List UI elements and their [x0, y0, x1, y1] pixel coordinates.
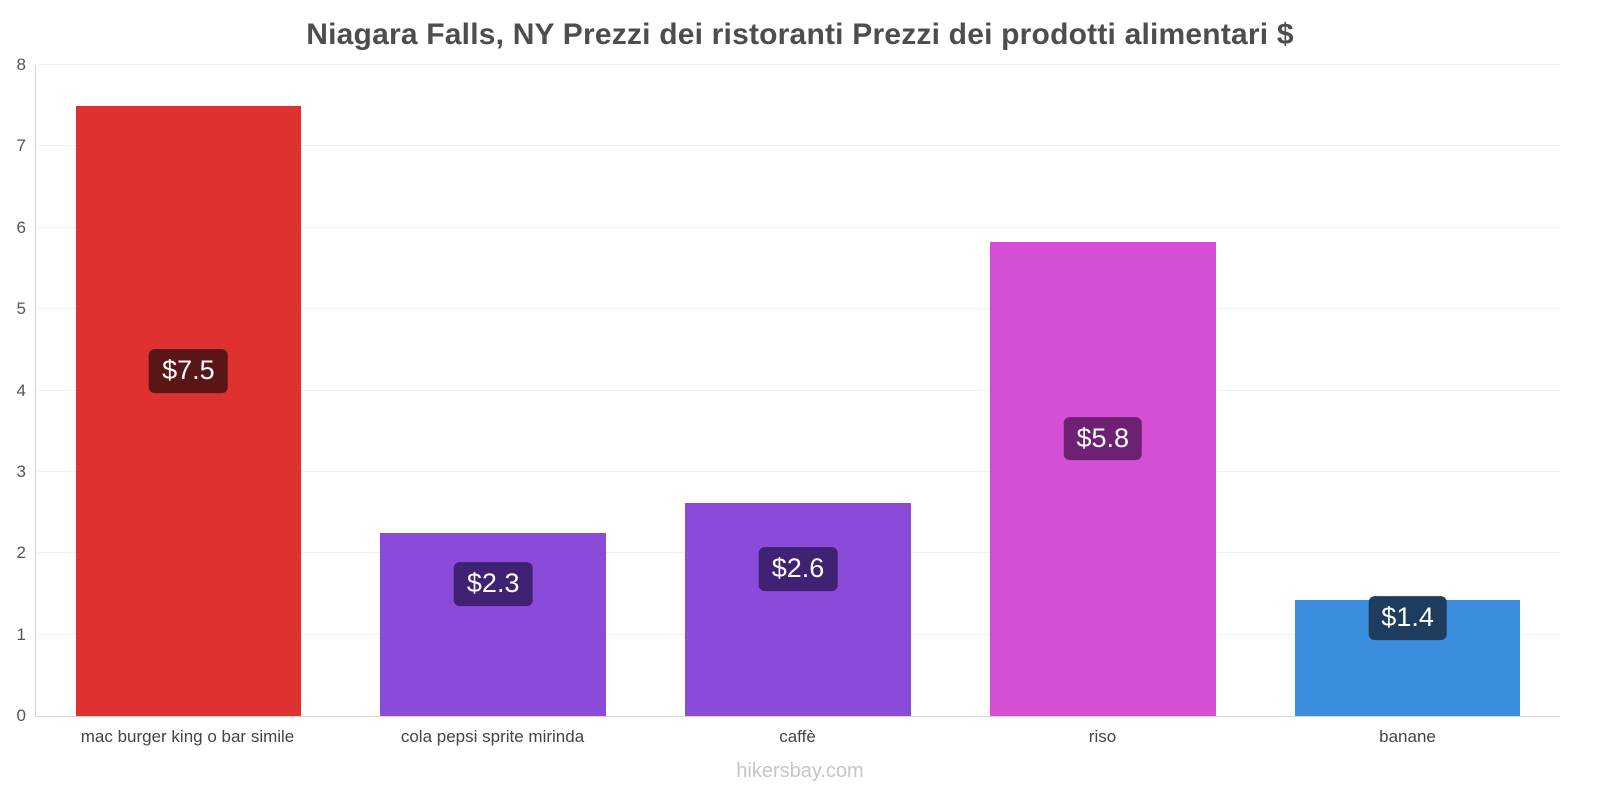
x-category-label: mac burger king o bar simile: [80, 727, 295, 746]
bar-riso: $5.8: [990, 241, 1216, 716]
y-tick-label: 0: [16, 706, 26, 725]
bar-mac-burger-king-o-bar-simile: $7.5: [75, 105, 302, 716]
bar-value-badge: $1.4: [1368, 596, 1447, 641]
bar-value-badge: $2.6: [758, 547, 838, 592]
y-tick-label: 4: [16, 380, 26, 400]
bar-value-badge: $7.5: [149, 349, 228, 393]
bar-value-badge: $2.3: [453, 562, 533, 607]
bar-caffè: $2.6: [685, 502, 911, 716]
bars-container: $7.5 $2.3 $2.6 $5.8 $1.4: [36, 65, 1560, 716]
bar-slot: $7.5: [36, 65, 341, 716]
bar-cola-pepsi-sprite-mirinda: $2.3: [380, 532, 606, 716]
bar-slot: $5.8: [950, 65, 1255, 716]
x-category-label: cola pepsi sprite mirinda: [400, 727, 585, 746]
bar-value-badge: $5.8: [1063, 416, 1143, 461]
bar-slot: $1.4: [1255, 65, 1560, 716]
y-tick-label: 6: [16, 217, 26, 237]
x-axis-labels: mac burger king o bar simile cola pepsi s…: [35, 727, 1560, 753]
y-tick-label: 3: [16, 461, 26, 481]
x-category-label: caffè: [779, 727, 816, 746]
y-tick-label: 8: [16, 55, 26, 74]
x-category-label: riso: [1088, 727, 1117, 746]
bar-slot: $2.6: [646, 65, 951, 716]
bar-slot: $2.3: [341, 65, 646, 716]
gridline: [36, 389, 1560, 391]
gridline: [36, 145, 1560, 147]
y-tick-label: 5: [16, 299, 26, 319]
y-tick-label: 7: [16, 136, 26, 156]
watermark-text: hikersbay.com: [736, 760, 864, 782]
gridline: [36, 226, 1560, 228]
x-category-label: banane: [1379, 727, 1436, 746]
bar-banane: $1.4: [1294, 596, 1521, 716]
gridline: [36, 308, 1560, 310]
gridline: [36, 470, 1560, 472]
gridline: [36, 64, 1560, 65]
y-tick-label: 1: [16, 624, 26, 644]
plot-area: 0 1 2 3 4 5 6 7 8 $7.5 $2.3 $2.6 $5.8 $1.4: [17, 55, 1560, 725]
y-tick-label: 2: [16, 543, 26, 563]
chart-title: Niagara Falls, NY Prezzi dei ristoranti …: [306, 18, 1294, 51]
